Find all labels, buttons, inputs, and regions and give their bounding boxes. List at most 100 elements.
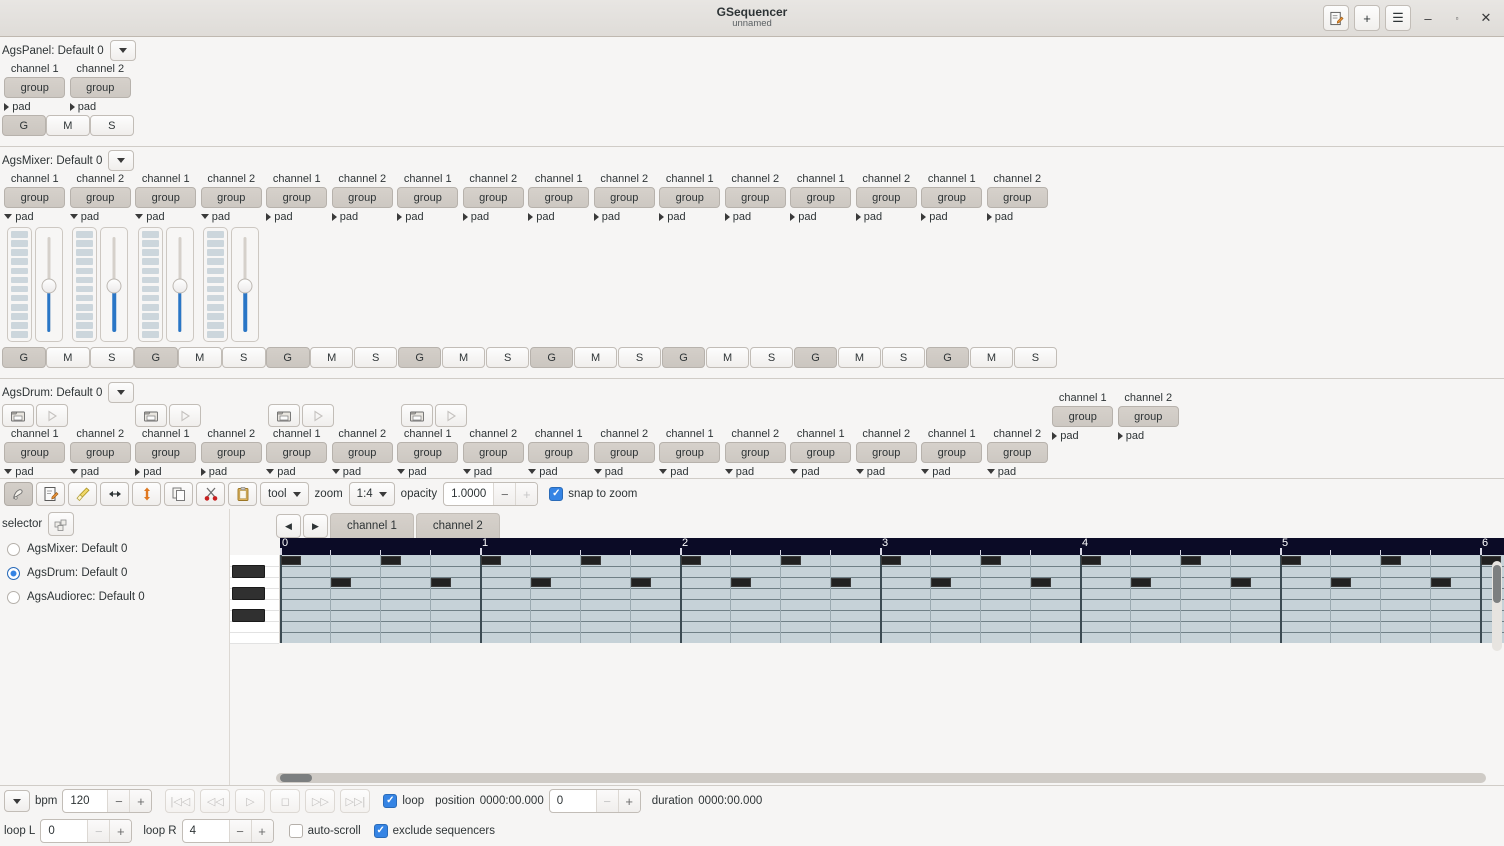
group-button[interactable]: group [4,187,66,208]
drum-play-button-2[interactable] [168,404,201,427]
pad-expander[interactable]: pad [266,208,327,225]
bpm-decrement-button[interactable]: − [107,790,130,812]
group-button[interactable]: group [135,442,197,463]
note-block-22[interactable] [1231,578,1251,587]
fast-forward-button[interactable]: ▷▷ [305,789,336,813]
minimize-icon[interactable]: – [1424,10,1432,26]
group-button[interactable]: group [1052,406,1114,427]
group-button[interactable]: group [69,187,131,208]
group-button[interactable]: group [397,187,459,208]
group-button[interactable]: group [724,442,786,463]
pad-expander[interactable]: pad [266,463,327,480]
mixer-m-button-1[interactable]: M [177,347,222,368]
loop-right-increment-button[interactable]: + [250,820,273,842]
volume-slider[interactable] [165,227,194,342]
transport-menu-button[interactable] [4,790,30,812]
group-button[interactable]: group [1117,406,1179,427]
pad-expander[interactable]: pad [790,463,851,480]
drum-open-file-button-4[interactable] [268,404,300,427]
radio-button[interactable] [7,590,20,604]
mixer-g-button-7[interactable]: G [925,347,970,368]
note-block-1[interactable] [381,556,401,565]
volume-slider-knob[interactable] [41,278,57,294]
skip-to-start-button[interactable]: |◁◁ [165,789,196,813]
position-decrement-button[interactable]: − [595,790,618,812]
drum-play-button-0[interactable] [35,404,68,427]
group-button[interactable]: group [528,187,590,208]
agspanel-menu-button[interactable] [109,40,136,61]
group-button[interactable]: group [593,442,655,463]
group-button[interactable]: group [397,442,459,463]
selector-item-0[interactable]: AgsMixer: Default 0 [2,537,229,561]
piano-black-key-0[interactable] [232,565,265,578]
note-block-23[interactable] [1331,578,1351,587]
mixer-s-button-2[interactable]: S [353,347,398,368]
selector-item-1[interactable]: AgsDrum: Default 0 [2,561,229,585]
pad-expander[interactable]: pad [200,208,262,225]
pad-expander[interactable]: pad [921,208,982,225]
close-icon[interactable]: ✕ [1480,10,1492,25]
drum-open-file-button-0[interactable] [2,404,34,427]
mixer-s-button-4[interactable]: S [617,347,662,368]
position-increment-button[interactable]: + [617,790,640,812]
group-button[interactable]: group [528,442,590,463]
note-block-0[interactable] [281,556,301,565]
rewind-button[interactable]: ◁◁ [200,789,231,813]
note-block-12[interactable] [1481,556,1501,565]
group-button[interactable]: group [790,442,852,463]
note-grid[interactable] [280,555,1504,643]
notebook-next-button[interactable]: ▶ [303,514,328,538]
mixer-g-button-5[interactable]: G [661,347,706,368]
group-button[interactable]: group [266,442,328,463]
pad-expander[interactable]: pad [790,208,851,225]
notebook-prev-button[interactable]: ◀ [276,514,301,538]
mixer-s-button-6[interactable]: S [881,347,926,368]
volume-slider-knob[interactable] [237,278,253,294]
group-button[interactable]: group [331,187,393,208]
group-button[interactable]: group [593,187,655,208]
horizontal-scrollbar-thumb[interactable] [280,774,312,782]
loop-left-spinner[interactable]: 0 − + [40,819,133,843]
pad-expander[interactable]: pad [724,208,786,225]
drum-play-button-4[interactable] [301,404,334,427]
pad-expander[interactable]: pad [986,208,1048,225]
invert-tool[interactable] [132,482,161,506]
group-button[interactable]: group [200,187,262,208]
radio-button[interactable] [7,542,20,556]
skip-to-end-button[interactable]: ▷▷| [340,789,371,813]
group-button[interactable]: group [659,442,721,463]
mixer-g-button-2[interactable]: G [265,347,310,368]
note-block-10[interactable] [1281,556,1301,565]
group-button[interactable]: group [921,442,983,463]
mixer-m-button-0[interactable]: M [45,347,90,368]
agsdrum-menu-button[interactable] [108,382,135,403]
piano-keys-white[interactable] [230,555,279,644]
zoom-select[interactable]: 1:4 [348,482,395,506]
pad-expander[interactable]: pad [69,98,131,115]
clear-broom-tool[interactable] [68,482,97,506]
mixer-g-button-4[interactable]: G [529,347,574,368]
pad-expander[interactable]: pad [659,463,720,480]
note-block-16[interactable] [631,578,651,587]
mixer-m-button-4[interactable]: M [573,347,618,368]
vertical-scrollbar-thumb[interactable] [1493,565,1501,603]
note-block-19[interactable] [931,578,951,587]
group-button[interactable]: group [986,442,1048,463]
loop-right-decrement-button[interactable]: − [228,820,251,842]
mixer-s-button-0[interactable]: S [89,347,134,368]
group-button[interactable]: group [659,187,721,208]
cut-scissors-tool[interactable] [196,482,225,506]
opacity-spinner[interactable]: 1.0000 − + [443,482,539,506]
note-block-21[interactable] [1131,578,1151,587]
mixer-g-button-6[interactable]: G [793,347,838,368]
opacity-increment-button[interactable]: + [515,483,538,505]
loop-right-spinner[interactable]: 4 − + [181,819,274,843]
pad-expander[interactable]: pad [4,208,65,225]
group-button[interactable]: group [855,442,917,463]
group-button[interactable]: group [921,187,983,208]
group-button[interactable]: group [200,442,262,463]
edit-pencil-tool[interactable] [36,482,65,506]
note-block-24[interactable] [1431,578,1451,587]
group-button[interactable]: group [986,187,1048,208]
pad-expander[interactable]: pad [528,208,589,225]
